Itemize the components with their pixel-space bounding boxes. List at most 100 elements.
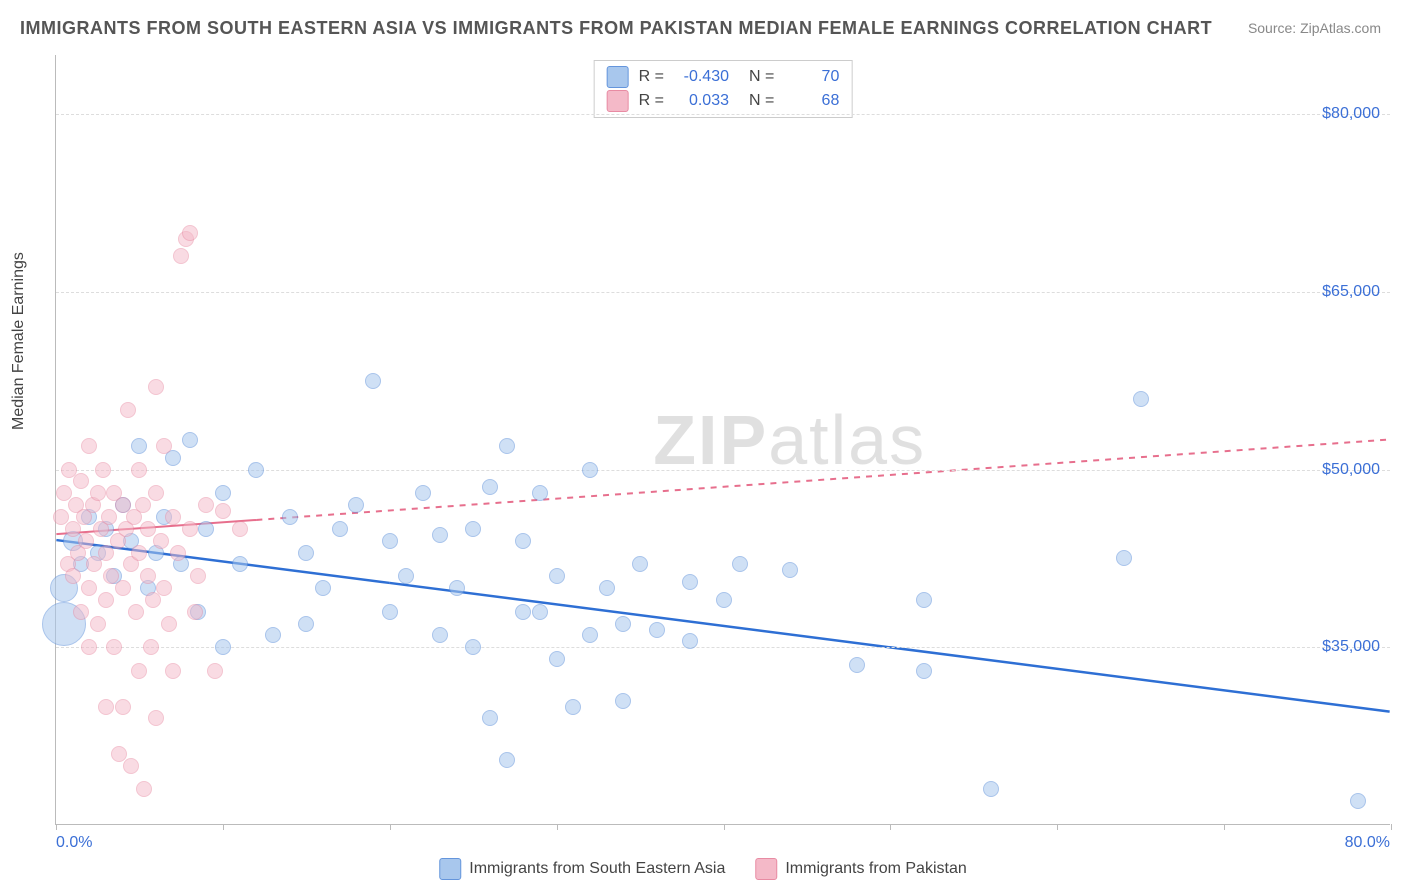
legend-swatch [755,858,777,880]
data-point [65,521,81,537]
n-value: 68 [784,89,839,113]
data-point [432,527,448,543]
data-point [123,758,139,774]
r-value: -0.430 [674,65,729,89]
data-point [415,485,431,501]
n-value: 70 [784,65,839,89]
data-point [156,438,172,454]
data-point [148,710,164,726]
n-label: N = [749,89,774,113]
legend-swatch [439,858,461,880]
data-point [215,503,231,519]
n-label: N = [749,65,774,89]
data-point [265,627,281,643]
data-point [140,521,156,537]
data-point [143,639,159,655]
data-point [145,592,161,608]
data-point [131,438,147,454]
data-point [148,485,164,501]
data-point [716,592,732,608]
data-point [1350,793,1366,809]
data-point [86,556,102,572]
xtick [1224,824,1225,830]
xaxis-label-max: 80.0% [1345,834,1390,852]
ytick-label: $50,000 [1322,461,1380,479]
data-point [98,545,114,561]
data-point [682,633,698,649]
data-point [198,521,214,537]
data-point [916,663,932,679]
bottom-legend: Immigrants from South Eastern Asia Immig… [439,858,967,880]
xtick [890,824,891,830]
xtick [724,824,725,830]
data-point [182,521,198,537]
stats-legend-row: R = 0.033 N = 68 [607,89,840,113]
data-point [81,639,97,655]
trend-lines [56,55,1390,824]
data-point [682,574,698,590]
ytick-label: $80,000 [1322,105,1380,123]
watermark: ZIPatlas [653,400,926,480]
data-point [198,497,214,513]
data-point [190,568,206,584]
data-point [165,509,181,525]
data-point [115,580,131,596]
data-point [153,533,169,549]
ytick-label: $35,000 [1322,638,1380,656]
data-point [499,438,515,454]
data-point [365,373,381,389]
data-point [135,497,151,513]
data-point [78,533,94,549]
data-point [131,545,147,561]
data-point [916,592,932,608]
data-point [215,485,231,501]
legend-swatch [607,66,629,88]
data-point [615,693,631,709]
data-point [120,402,136,418]
data-point [101,509,117,525]
data-point [65,568,81,584]
data-point [1133,391,1149,407]
data-point [98,592,114,608]
data-point [131,462,147,478]
data-point [983,781,999,797]
data-point [73,473,89,489]
data-point [549,651,565,667]
chart-title: IMMIGRANTS FROM SOUTH EASTERN ASIA VS IM… [20,18,1212,39]
r-label: R = [639,65,664,89]
data-point [298,545,314,561]
data-point [187,604,203,620]
data-point [632,556,648,572]
legend-label: Immigrants from Pakistan [785,860,966,878]
gridline [56,114,1390,115]
data-point [849,657,865,673]
data-point [615,616,631,632]
data-point [173,248,189,264]
r-value: 0.033 [674,89,729,113]
data-point [248,462,264,478]
xtick [56,824,57,830]
data-point [115,699,131,715]
data-point [106,639,122,655]
xtick [390,824,391,830]
data-point [182,225,198,241]
data-point [449,580,465,596]
data-point [182,432,198,448]
data-point [165,663,181,679]
legend-item: Immigrants from Pakistan [755,858,966,880]
data-point [582,462,598,478]
data-point [136,781,152,797]
data-point [515,604,531,620]
data-point [582,627,598,643]
data-point [215,639,231,655]
r-label: R = [639,89,664,113]
data-point [348,497,364,513]
data-point [565,699,581,715]
data-point [532,604,548,620]
data-point [73,604,89,620]
data-point [599,580,615,596]
ytick-label: $65,000 [1322,283,1380,301]
data-point [90,485,106,501]
data-point [382,533,398,549]
data-point [161,616,177,632]
